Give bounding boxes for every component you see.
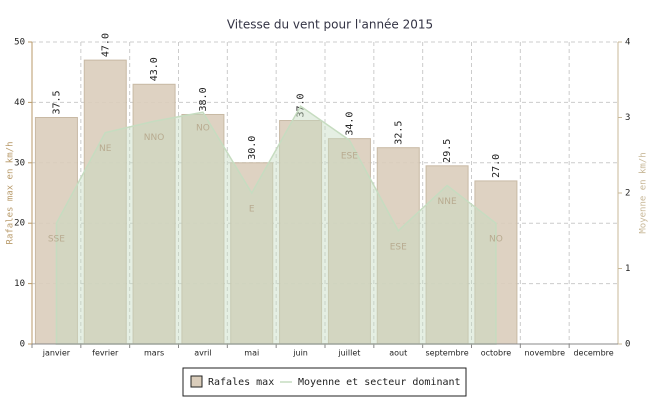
x-tick-label: aout [389,349,407,358]
bar [376,147,420,345]
point-label: SSE [48,235,65,245]
x-tick-label: septembre [426,349,469,358]
bar [83,59,127,345]
legend-label: Rafales max [208,377,274,388]
y2-axis-label: Moyenne en km/h [639,152,649,233]
point-label: NE [99,144,112,154]
value-label: 30.0 [247,136,258,160]
point-label: NO [196,124,210,134]
x-tick-label: juillet [337,349,360,358]
y-axis-label: Rafales max en km/h [6,142,16,245]
y2-tick-label: 4 [625,38,630,48]
x-tick-label: novembre [524,349,565,358]
legend-box [182,367,467,397]
bar [181,113,225,345]
value-label: 43.0 [149,57,160,81]
value-label: 29.5 [442,139,453,163]
x-tick-label: avril [194,349,211,358]
x-tick-label: mars [144,349,164,358]
value-label: 37.0 [296,93,307,117]
x-tick-label: decembre [573,349,613,358]
bar [132,83,176,345]
value-label: 38.0 [198,87,209,111]
x-tick-label: janvier [42,349,71,358]
point-label: ESE [390,242,407,252]
point-label: NNO [144,133,165,143]
x-tick-label: octobre [481,349,512,358]
bar [327,138,371,345]
y2-tick-label: 3 [625,113,630,123]
bar [279,120,323,345]
y-tick-label: 30 [14,158,25,168]
legend-label: Moyenne et secteur dominant [298,377,461,388]
y-tick-label: 40 [14,98,25,108]
y2-tick-label: 2 [625,189,630,199]
point-label: NO [489,235,503,245]
value-label: 27.0 [491,154,502,178]
y-tick-label: 20 [14,219,25,229]
chart-title: Vitesse du vent pour l'année 2015 [227,18,433,32]
value-label: 47.0 [100,33,111,57]
y2-tick-label: 1 [625,264,630,274]
y-tick-label: 50 [14,38,25,48]
point-label: NNE [438,197,457,207]
legend-swatch [190,375,203,388]
x-tick-label: mai [244,349,259,358]
value-label: 32.5 [393,121,404,145]
value-label: 37.5 [51,90,62,114]
y-tick-label: 10 [14,279,25,289]
x-tick-label: juin [292,349,308,358]
x-tick-label: fevrier [92,349,119,358]
value-label: 34.0 [344,112,355,136]
y-tick-label: 0 [20,340,25,350]
point-label: ESE [341,152,358,162]
point-label: E [249,205,255,215]
y2-tick-label: 0 [625,340,630,350]
